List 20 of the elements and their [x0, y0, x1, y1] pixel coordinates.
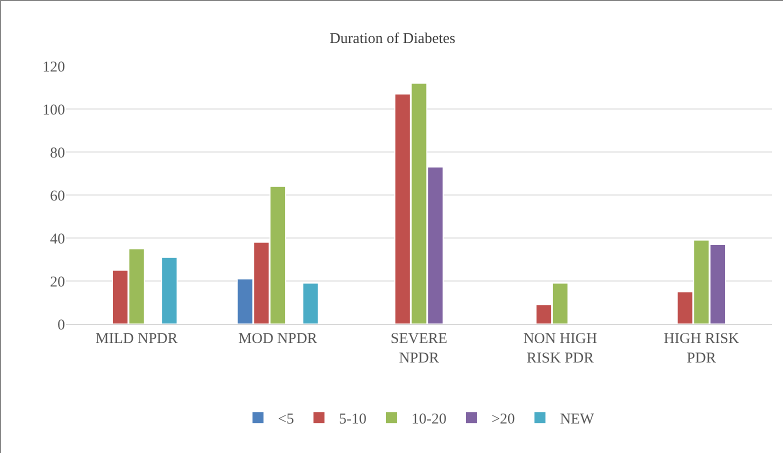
- legend-label: 10-20: [411, 412, 446, 428]
- x-tick-label: MOD NPDR: [238, 331, 318, 347]
- chart-title: Duration of Diabetes: [330, 31, 456, 48]
- legend-label: <5: [278, 412, 294, 428]
- bar: [161, 256, 178, 324]
- x-tick-label: SEVERE NPDR: [390, 331, 448, 366]
- bar: [302, 282, 319, 324]
- y-tick-label: 120: [42, 59, 65, 76]
- legend-label: NEW: [560, 412, 595, 428]
- y-tick-label: 40: [50, 231, 65, 248]
- x-tick-label: MILD NPDR: [96, 331, 178, 347]
- y-tick-label: 0: [58, 317, 65, 334]
- y-tick-label: 80: [50, 145, 65, 162]
- x-tick-label: HIGH RISK PDR: [664, 331, 740, 366]
- x-tick-label: NON HIGH RISK PDR: [523, 331, 598, 366]
- legend-label: 5-10: [338, 412, 366, 428]
- y-tick-label: 100: [42, 102, 65, 118]
- y-tick-label: 20: [50, 274, 65, 290]
- legend-label: >20: [491, 412, 515, 428]
- y-tick-label: 60: [50, 188, 65, 204]
